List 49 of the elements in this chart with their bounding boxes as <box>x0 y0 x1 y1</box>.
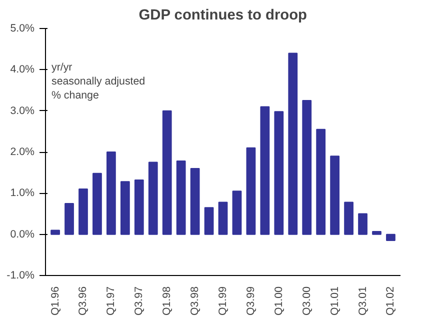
x-tick-label: Q3.00 <box>300 286 313 316</box>
bar <box>316 128 326 235</box>
x-tick-label: Q1.96 <box>49 286 62 316</box>
bar <box>78 188 88 235</box>
bar <box>148 162 158 235</box>
x-tick-label: Q1.99 <box>217 286 229 316</box>
bar <box>260 106 270 235</box>
bar <box>162 110 172 235</box>
x-tick-label: Q1.01 <box>328 286 341 316</box>
annotation: yr/yr <box>52 62 73 74</box>
y-tick-label: 4.0% <box>10 64 36 76</box>
bar <box>134 179 144 235</box>
x-tick-label: Q3.99 <box>244 286 257 316</box>
y-tick-label: 3.0% <box>10 104 36 117</box>
bar <box>302 100 312 235</box>
y-tick-label: -1.0% <box>6 270 36 282</box>
x-tick-label: Q3.96 <box>77 286 90 316</box>
x-tick-label: Q3.01 <box>356 286 369 316</box>
x-tick-label: Q1.02 <box>384 286 397 316</box>
bar <box>344 202 354 235</box>
bar <box>50 230 60 235</box>
bar <box>232 190 242 235</box>
x-tick-label: Q1.00 <box>272 286 285 316</box>
bar <box>288 52 298 235</box>
bar <box>386 234 396 242</box>
x-tick-label: Q3.97 <box>133 286 146 316</box>
chart-title: GDP continues to droop <box>138 8 308 24</box>
y-tick-label: 0.0% <box>10 228 36 240</box>
bar <box>372 230 382 235</box>
bar <box>358 213 368 235</box>
bar <box>218 202 228 235</box>
bar <box>120 181 130 235</box>
y-tick-label: 5.0% <box>10 22 36 34</box>
x-tick-label: Q3.98 <box>189 286 202 316</box>
bar <box>274 111 284 235</box>
x-tick-label: Q1.98 <box>161 286 174 316</box>
bar <box>204 207 214 235</box>
x-tick-label: Q1.97 <box>105 286 118 316</box>
bar <box>190 168 200 235</box>
y-tick-label: 1.0% <box>10 187 36 200</box>
annotation: seasonally adjusted <box>52 76 146 88</box>
bar <box>64 202 74 235</box>
bar <box>92 172 102 235</box>
bar <box>176 160 186 235</box>
y-tick-label: 2.0% <box>10 146 36 158</box>
bar <box>246 147 256 235</box>
bar <box>106 152 116 235</box>
bar <box>330 156 340 235</box>
annotation: % change <box>52 90 99 102</box>
